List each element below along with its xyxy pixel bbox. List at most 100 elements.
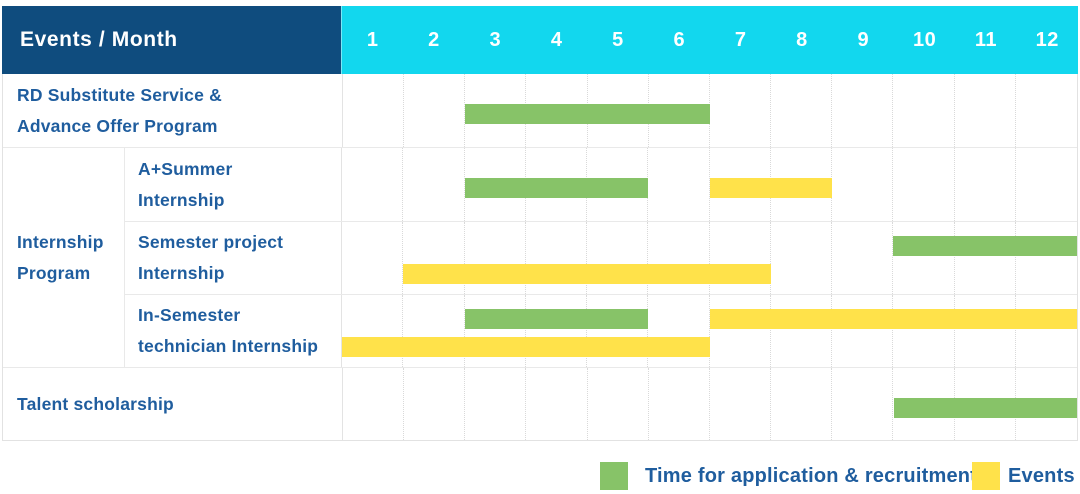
month-column-9 <box>832 222 894 294</box>
month-column-7 <box>710 222 771 294</box>
month-column-9 <box>832 148 894 221</box>
timeline-cell-talent-scholarship <box>342 368 1077 440</box>
gantt-bar-event <box>709 309 1077 329</box>
row-label-in-semester-technician: In-Semester technician Internship <box>125 295 341 367</box>
row-label-line: Internship <box>138 189 225 210</box>
row-label-semester-project: Semester project Internship <box>125 222 341 294</box>
month-header-2: 2 <box>428 28 440 51</box>
month-header-9: 9 <box>857 28 870 51</box>
gantt-bar-application <box>464 309 649 329</box>
month-header-1: 1 <box>366 28 379 51</box>
month-column-8 <box>771 368 833 440</box>
month-column-5 <box>588 368 649 440</box>
month-column-9 <box>832 295 894 367</box>
month-header-5: 5 <box>612 28 624 51</box>
row-label-talent-scholarship: Talent scholarship <box>3 368 342 440</box>
month-column-6 <box>648 222 710 294</box>
gantt-bar-application <box>464 178 649 198</box>
gantt-bar-event <box>342 337 710 357</box>
application-recruitment-legend-label: Time for application & recruitment <box>645 464 978 487</box>
month-column-1 <box>342 295 404 367</box>
month-column-11 <box>955 222 1016 294</box>
events-legend-label: Events <box>1008 464 1075 487</box>
row-label-line: Talent scholarship <box>17 393 174 414</box>
row-label-line: RD Substitute Service & <box>17 84 222 105</box>
month-column-11 <box>955 74 1016 147</box>
gantt-bar-application <box>893 398 1077 418</box>
row-label-rd-substitute: RD Substitute Service & Advance Offer Pr… <box>3 74 342 147</box>
row-label-line: Semester project <box>138 232 284 252</box>
row-label-a-plus-summer: A+Summer Internship <box>125 148 341 221</box>
row-label-line: Advance Offer Program <box>17 115 218 136</box>
month-column-5 <box>587 222 649 294</box>
month-column-8 <box>771 295 832 367</box>
month-column-4 <box>527 368 588 440</box>
month-column-3 <box>465 295 526 367</box>
month-column-3 <box>465 222 526 294</box>
month-column-10 <box>893 222 955 294</box>
month-column-12 <box>1016 295 1077 367</box>
row-rd-substitute: RD Substitute Service & Advance Offer Pr… <box>3 74 1077 147</box>
month-column-6 <box>648 148 710 221</box>
table-body: RD Substitute Service & Advance Offer Pr… <box>2 74 1078 441</box>
internship-program-subrows: A+Summer Internship Semester project Int… <box>125 148 1077 367</box>
month-header-3: 3 <box>489 28 502 51</box>
month-column-12 <box>1016 148 1077 221</box>
month-column-7 <box>710 74 772 147</box>
month-column-2 <box>403 295 465 367</box>
month-header-8: 8 <box>796 28 808 51</box>
group-label-line: Internship <box>17 231 104 252</box>
legend: Time for application & recruitment Event… <box>0 460 1080 490</box>
month-header-4: 4 <box>550 28 563 51</box>
application-recruitment-legend-swatch <box>600 462 628 490</box>
month-column-2 <box>404 368 466 440</box>
month-column-10 <box>894 74 955 147</box>
month-header-6: 6 <box>673 28 686 51</box>
month-column-12 <box>1016 222 1077 294</box>
month-column-3 <box>465 368 527 440</box>
row-label-line: technician Internship <box>138 336 319 356</box>
month-column-11 <box>955 148 1016 221</box>
events-month-header-cell: Events / Month <box>2 6 341 74</box>
month-column-10 <box>893 148 955 221</box>
month-header-10: 10 <box>912 28 937 51</box>
month-column-10 <box>893 295 955 367</box>
month-column-1 <box>342 222 404 294</box>
month-header-12: 12 <box>1035 28 1059 51</box>
group-label-internship-program: Internship Program <box>3 148 125 367</box>
month-column-6 <box>649 368 710 440</box>
month-column-1 <box>343 74 405 147</box>
timeline-cell-a-plus-summer <box>341 148 1077 221</box>
events-legend-swatch <box>972 462 1000 490</box>
month-header-strip: 1 2 3 4 5 6 7 8 9 10 11 12 <box>341 6 1078 74</box>
internship-program-group: Internship Program A+Summer Internship S… <box>3 147 1077 367</box>
month-column-8 <box>771 74 833 147</box>
row-in-semester-technician: In-Semester technician Internship <box>125 294 1077 367</box>
month-column-4 <box>526 295 587 367</box>
month-column-8 <box>771 222 832 294</box>
row-a-plus-summer: A+Summer Internship <box>125 148 1077 221</box>
row-semester-project: Semester project Internship <box>125 221 1077 294</box>
events-month-table: Events / Month 1 2 3 4 5 6 7 8 9 10 11 12 RD Substi… <box>2 6 1078 441</box>
timeline-cell-rd-substitute <box>342 74 1077 147</box>
group-label-line: Program <box>17 262 91 283</box>
gantt-bar-event <box>709 178 832 198</box>
month-column-12 <box>1016 74 1077 147</box>
month-column-2 <box>403 222 465 294</box>
row-label-line: Internship <box>138 263 225 283</box>
month-column-6 <box>648 295 710 367</box>
row-label-line: In-Semester <box>138 305 241 325</box>
month-column-4 <box>526 222 587 294</box>
month-column-7 <box>710 295 771 367</box>
month-header-11: 11 <box>974 28 998 51</box>
row-label-line: A+Summer <box>138 158 233 179</box>
month-column-9 <box>832 368 894 440</box>
month-column-7 <box>710 368 772 440</box>
timeline-cell-semester-project <box>341 222 1077 294</box>
gantt-bar-event <box>403 264 771 284</box>
month-column-1 <box>342 148 404 221</box>
month-column-2 <box>403 148 465 221</box>
month-header-7: 7 <box>734 28 747 51</box>
month-column-9 <box>832 74 894 147</box>
